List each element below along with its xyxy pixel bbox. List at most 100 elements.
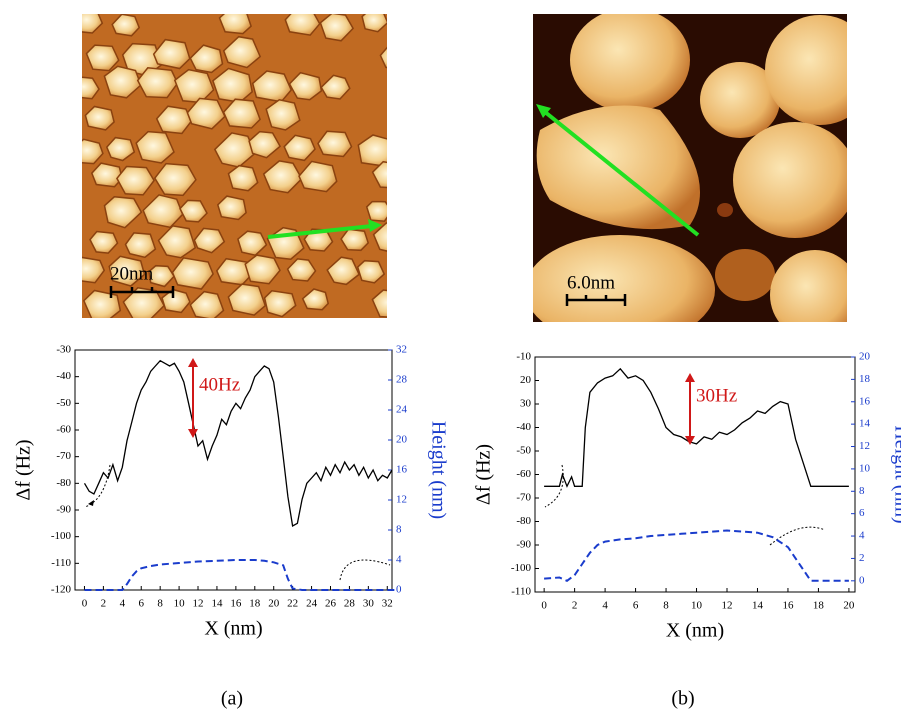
particle bbox=[116, 165, 156, 196]
axis-pointer bbox=[84, 464, 111, 508]
axis-pointer bbox=[769, 526, 826, 546]
particle bbox=[284, 14, 321, 36]
x-tick-label: 2 bbox=[101, 598, 107, 610]
y-tick-label: -50 bbox=[516, 445, 531, 457]
y2-tick-label: 8 bbox=[859, 485, 865, 497]
x-tick-label: 16 bbox=[230, 598, 242, 610]
particle bbox=[135, 130, 175, 164]
particle bbox=[136, 67, 179, 99]
y2-tick-label: 14 bbox=[859, 418, 871, 430]
y-tick-label: -40 bbox=[56, 370, 71, 382]
particle bbox=[320, 74, 351, 100]
x-tick-label: 18 bbox=[249, 598, 261, 610]
particle bbox=[161, 288, 191, 314]
particle bbox=[124, 232, 157, 259]
y-tick-label: 20 bbox=[520, 374, 532, 386]
particle bbox=[298, 160, 338, 193]
x-tick-label: 12 bbox=[193, 598, 204, 610]
x-axis-label: X (nm) bbox=[204, 618, 262, 640]
x-tick-label: 30 bbox=[363, 598, 375, 610]
particle bbox=[222, 98, 261, 129]
annotation: 40Hz bbox=[199, 374, 240, 395]
y-tick-label: -100 bbox=[511, 562, 532, 574]
axis-pointer bbox=[544, 464, 564, 508]
y2-axis-label: Height (nm) bbox=[427, 421, 449, 519]
particle bbox=[301, 288, 330, 311]
y-tick-label: 30 bbox=[520, 398, 532, 410]
scale-label: 20nm bbox=[110, 263, 154, 284]
particle bbox=[263, 290, 297, 318]
y-tick-label: -30 bbox=[56, 344, 71, 356]
y2-tick-label: 8 bbox=[396, 524, 402, 536]
y-tick-label: -70 bbox=[516, 492, 531, 504]
x-tick-label: 10 bbox=[174, 598, 186, 610]
x-tick-label: 6 bbox=[633, 600, 639, 612]
particle bbox=[193, 227, 226, 254]
x-tick-label: 4 bbox=[602, 600, 608, 612]
particle bbox=[84, 105, 115, 131]
y2-tick-label: 16 bbox=[859, 395, 871, 407]
y2-tick-label: 0 bbox=[396, 584, 402, 596]
particle bbox=[179, 199, 208, 223]
x-tick-label: 18 bbox=[813, 600, 825, 612]
x-tick-label: 22 bbox=[287, 598, 298, 610]
particle bbox=[361, 14, 387, 33]
particle bbox=[379, 46, 387, 69]
profile-arrow bbox=[267, 224, 373, 239]
particle bbox=[227, 283, 267, 316]
y2-tick-label: 12 bbox=[859, 440, 870, 452]
x-tick-label: 16 bbox=[782, 600, 794, 612]
y2-tick-label: 4 bbox=[859, 530, 865, 542]
y2-axis-label: Height (nm) bbox=[890, 425, 901, 523]
y2-tick-label: 6 bbox=[859, 507, 865, 519]
particle bbox=[89, 230, 119, 254]
panel-label: (b) bbox=[671, 688, 694, 710]
y2-tick-label: 2 bbox=[859, 552, 865, 564]
scale-label: 6.0nm bbox=[567, 272, 615, 293]
particle bbox=[82, 14, 104, 34]
particle bbox=[108, 255, 146, 287]
particle bbox=[222, 35, 262, 69]
x-tick-label: 0 bbox=[82, 598, 88, 610]
arrow-head bbox=[368, 219, 382, 232]
y-tick-label: -90 bbox=[516, 539, 531, 551]
x-tick-label: 8 bbox=[157, 598, 163, 610]
particle bbox=[122, 287, 166, 318]
x-tick-label: 32 bbox=[382, 598, 393, 610]
y2-tick-label: 0 bbox=[859, 574, 865, 586]
particle bbox=[244, 254, 281, 285]
y-tick-label: -50 bbox=[56, 397, 71, 409]
y2-tick-label: 4 bbox=[396, 554, 402, 566]
x-tick-label: 8 bbox=[663, 600, 669, 612]
particle bbox=[227, 164, 259, 192]
x-tick-label: 4 bbox=[120, 598, 126, 610]
x-tick-label: 6 bbox=[138, 598, 144, 610]
particle bbox=[372, 222, 387, 252]
y2-tick-label: 28 bbox=[396, 374, 408, 386]
y2-tick-label: 16 bbox=[396, 464, 408, 476]
particle bbox=[288, 71, 323, 101]
particle bbox=[186, 97, 226, 130]
scale-bar bbox=[565, 294, 627, 306]
x-tick-label: 14 bbox=[211, 598, 223, 610]
particle bbox=[265, 98, 301, 131]
y-tick-label: -90 bbox=[56, 504, 71, 516]
annotation: 30Hz bbox=[696, 385, 737, 406]
particle bbox=[148, 264, 176, 288]
particle bbox=[248, 130, 282, 159]
y2-tick-label: 10 bbox=[859, 462, 871, 474]
scale-bar bbox=[109, 286, 175, 298]
particle bbox=[326, 256, 361, 286]
x-tick-label: 28 bbox=[344, 598, 356, 610]
particle bbox=[82, 138, 104, 165]
axis-pointer-head bbox=[88, 500, 94, 506]
particle bbox=[262, 160, 303, 194]
particle bbox=[82, 256, 106, 284]
y2-tick-label: 12 bbox=[396, 494, 407, 506]
particle bbox=[189, 290, 225, 318]
x-tick-label: 26 bbox=[325, 598, 337, 610]
arrow-head bbox=[188, 358, 198, 438]
particle bbox=[371, 289, 387, 318]
particle bbox=[340, 228, 370, 252]
x-tick-label: 12 bbox=[722, 600, 733, 612]
